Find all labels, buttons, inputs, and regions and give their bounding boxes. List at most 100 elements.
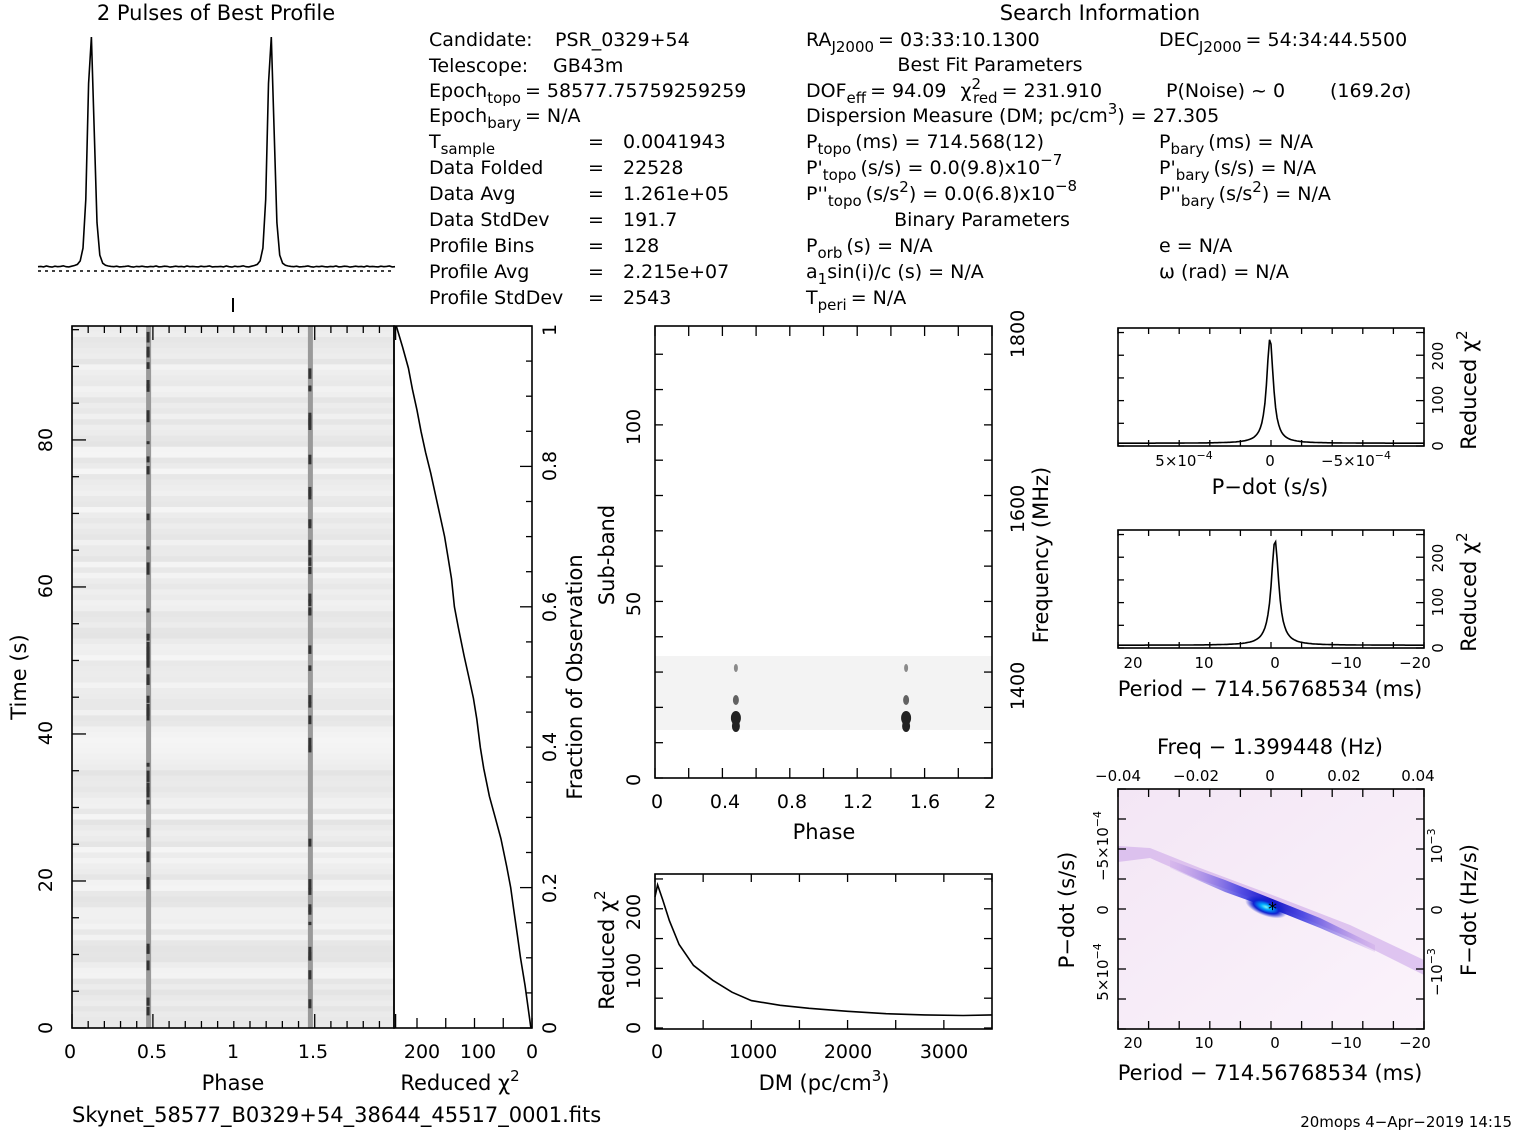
dec-sub: J2000 xyxy=(1198,38,1242,56)
dof: DOFeff = 94.09 χ2 red = 231.910 xyxy=(806,75,1102,107)
time-phase-row xyxy=(72,929,394,936)
ppdot-ytick-0-text: 5×10 xyxy=(1094,960,1112,1001)
time-phase-row xyxy=(72,567,394,574)
profile-panel: 2 Pulses of Best Profile xyxy=(37,1,396,312)
ppdot-ylabel: P−dot (s/s) xyxy=(1055,852,1079,969)
porb: Porb (s) = N/A xyxy=(806,235,933,262)
sb-xtick-2: 0.8 xyxy=(777,791,807,813)
time-phase-row xyxy=(72,863,394,870)
ppdot-ticks xyxy=(1117,788,1425,1030)
time-phase-row xyxy=(72,386,394,393)
time-phase-rows xyxy=(72,326,394,1029)
time-phase-pulse-dash xyxy=(308,454,312,465)
time-phase-row xyxy=(72,731,394,738)
sb-ytick-0: 0 xyxy=(623,774,645,786)
dm-ticks xyxy=(654,874,993,1029)
time-phase-row xyxy=(72,781,394,788)
time-phase-pulse-dash xyxy=(308,737,312,751)
sb-ylabel: Sub-band xyxy=(595,505,619,605)
time-phase-pulse-dash xyxy=(146,762,150,767)
ppdot-xtick-4: −20 xyxy=(1399,1034,1431,1052)
epoch-bary: Epochbary = N/A xyxy=(429,105,581,132)
time-phase-row xyxy=(72,534,394,541)
time-phase-row xyxy=(72,951,394,958)
data-avg-label: Data Avg xyxy=(429,183,516,205)
time-phase-pulse-dash xyxy=(146,362,150,369)
period-ylabel: Reduced χ2 xyxy=(1453,532,1481,651)
pdot-xtick-0-text: 5×10 xyxy=(1155,452,1196,470)
pd-topo-value: (s/s) = 0.0(9.8)x10 xyxy=(860,157,1040,179)
dm-panel: 0 1000 2000 3000 DM (pc/cm3) 0 100 200 R… xyxy=(591,873,993,1095)
time-phase-row xyxy=(72,622,394,629)
dm-frame xyxy=(654,873,993,1030)
period-xtick-1: 10 xyxy=(1194,654,1213,672)
data-avg-value: 1.261e+05 xyxy=(623,183,729,205)
time-phase-pulse-dash xyxy=(308,567,312,573)
time-phase-pulse-dash xyxy=(146,456,150,463)
time-phase-row xyxy=(72,397,394,404)
time-phase-pulse-dash xyxy=(146,877,150,890)
ct-ytick-0: 0 xyxy=(539,1022,561,1034)
subband-active-region xyxy=(655,656,992,730)
period-xtick-2: 0 xyxy=(1270,654,1280,672)
period-curve xyxy=(1118,539,1424,646)
data-stddev-eq: = xyxy=(588,209,604,231)
time-phase-row xyxy=(72,364,394,371)
dm-curve xyxy=(654,881,993,1017)
time-phase-row xyxy=(72,463,394,469)
profile-avg-label: Profile Avg xyxy=(429,261,529,283)
time-phase-row xyxy=(72,452,394,458)
time-phase-pulse-dash xyxy=(146,1006,150,1016)
pd-bary: P'bary (s/s) = N/A xyxy=(1159,157,1316,184)
a1-value: sin(i)/c (s) = N/A xyxy=(827,261,984,283)
time-phase-row xyxy=(72,638,394,645)
ppdot-xtick-0: 20 xyxy=(1123,1034,1142,1052)
ct-ytick-4: 0.8 xyxy=(539,451,561,481)
time-phase-row xyxy=(72,666,394,672)
t-sample-eq: = xyxy=(588,131,604,153)
time-phase-row xyxy=(72,688,394,694)
sb-xtick-0: 0 xyxy=(651,791,663,813)
time-phase-row xyxy=(72,457,394,464)
time-phase-row xyxy=(72,605,394,612)
sb-y2tick-2: 1800 xyxy=(1007,310,1029,358)
time-phase-row xyxy=(72,1011,394,1018)
time-phase-row xyxy=(72,879,394,886)
ppdot-ytick-1: 0 xyxy=(1094,905,1112,915)
dm-xtick-1: 1000 xyxy=(729,1041,777,1063)
pdot-curve xyxy=(1118,339,1424,444)
profile-stddev-value: 2543 xyxy=(623,287,671,309)
tp-ytick-0: 0 xyxy=(35,1022,57,1034)
time-phase-row xyxy=(72,1006,394,1012)
ct-ylabel: Fraction of Observation xyxy=(563,554,587,799)
sb-xtick-5: 2 xyxy=(984,791,996,813)
time-phase-row xyxy=(72,347,394,354)
time-phase-pulse-dash xyxy=(308,887,312,895)
subband-pulse-spot xyxy=(902,720,911,732)
time-phase-row xyxy=(72,644,394,650)
ppdot-best-marker: * xyxy=(1268,899,1277,920)
ppdot-y2tick-2: 10−3 xyxy=(1425,828,1446,863)
time-phase-row xyxy=(72,726,394,733)
ppdot-top-label: Freq − 1.399448 (Hz) xyxy=(1157,735,1383,759)
time-phase-row xyxy=(72,1017,394,1023)
time-phase-row xyxy=(72,1000,394,1007)
time-phase-pulse-dash xyxy=(146,331,150,343)
sb-y2tick-1: 1600 xyxy=(1007,485,1029,533)
time-phase-row xyxy=(72,759,394,766)
time-phase-row xyxy=(72,583,394,590)
ct-xlabel-text: Reduced xyxy=(400,1071,491,1095)
ppdot-y2tick-0-text: −10 xyxy=(1428,964,1446,996)
time-phase-pulse-dash xyxy=(308,368,312,379)
time-phase-row xyxy=(72,792,394,799)
time-phase-row xyxy=(72,978,394,985)
period-ytick-0: 0 xyxy=(1429,643,1447,653)
profile-stddev-label: Profile StdDev xyxy=(429,287,563,309)
time-phase-row xyxy=(72,479,394,486)
data-stddev-label: Data StdDev xyxy=(429,209,550,231)
time-phase-pulse-dash xyxy=(146,652,150,666)
time-phase-row xyxy=(72,419,394,426)
time-phase-row xyxy=(72,413,394,420)
time-phase-row xyxy=(72,402,394,409)
time-phase-row xyxy=(72,709,394,716)
